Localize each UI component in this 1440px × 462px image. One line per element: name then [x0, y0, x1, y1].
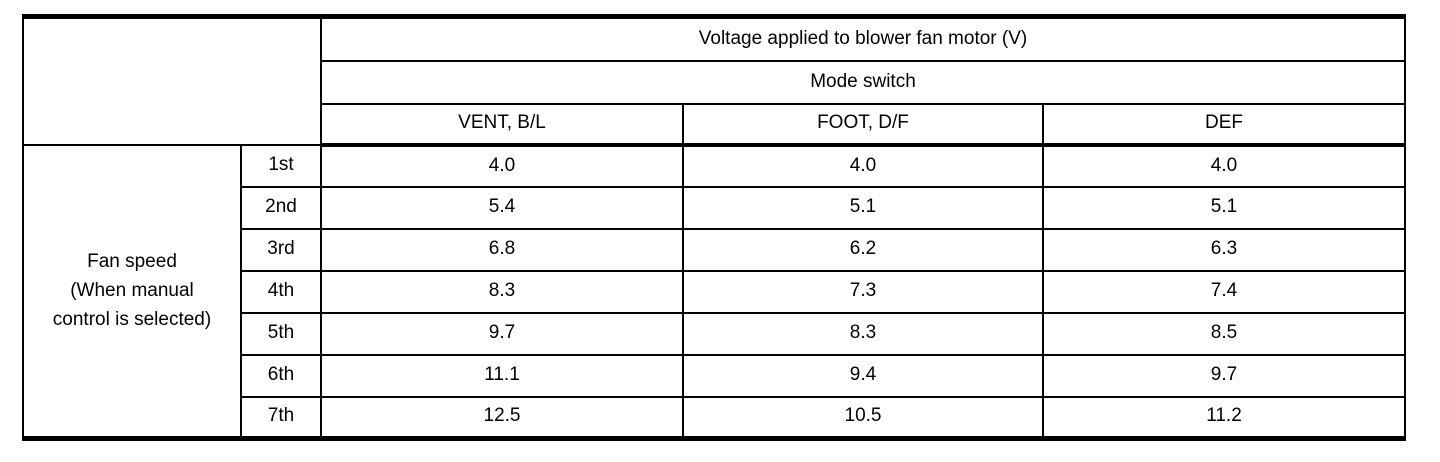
group-label-line: control is selected) [52, 309, 212, 331]
column-header-def: DEF [1042, 102, 1406, 147]
fan-speed-label-5th: 5th [240, 311, 322, 356]
voltage-value: 9.7 [1042, 353, 1406, 398]
corner-blank-cell [22, 15, 322, 146]
voltage-value: 11.1 [320, 353, 684, 398]
group-label-line: Fan speed [87, 251, 177, 273]
column-header-foot-df: FOOT, D/F [682, 102, 1044, 147]
voltage-value: 4.0 [1042, 143, 1406, 188]
voltage-value: 6.8 [320, 227, 684, 272]
voltage-value: 5.1 [682, 185, 1044, 230]
table-row: 3rd 6.8 6.2 6.3 [23, 227, 1406, 272]
voltage-value: 5.4 [320, 185, 684, 230]
voltage-value: 6.2 [682, 227, 1044, 272]
blower-fan-voltage-table: Voltage applied to blower fan motor (V) … [22, 14, 1406, 441]
fan-speed-label-2nd: 2nd [240, 185, 322, 230]
table-row: 6th 11.1 9.4 9.7 [23, 353, 1406, 398]
voltage-value: 5.1 [1042, 185, 1406, 230]
group-label-line: (When manual [70, 280, 194, 302]
voltage-value: 8.3 [320, 269, 684, 314]
fan-speed-label-6th: 6th [240, 353, 322, 398]
voltage-value: 9.7 [320, 311, 684, 356]
table-row: Fan speed (When manual control is select… [22, 143, 1406, 440]
voltage-value: 11.2 [1042, 395, 1406, 440]
table-row: 7th 12.5 10.5 11.2 [23, 395, 1406, 440]
fan-speed-label-4th: 4th [240, 269, 322, 314]
fan-speed-label-3rd: 3rd [240, 227, 322, 272]
voltage-value: 8.3 [682, 311, 1044, 356]
voltage-value: 4.0 [682, 143, 1044, 188]
fan-speed-label-1st: 1st [240, 143, 322, 188]
voltage-value: 7.4 [1042, 269, 1406, 314]
voltage-value: 9.4 [682, 353, 1044, 398]
mode-switch-header: Mode switch [320, 59, 1406, 105]
voltage-value: 8.5 [1042, 311, 1406, 356]
table-row: 4th 8.3 7.3 7.4 [23, 269, 1406, 314]
voltage-value: 4.0 [320, 143, 684, 188]
row-group-label-fan-speed: Fan speed (When manual control is select… [22, 143, 242, 440]
voltage-value: 12.5 [320, 395, 684, 440]
fan-speed-label-7th: 7th [240, 395, 322, 440]
voltage-value: 10.5 [682, 395, 1044, 440]
table-title: Voltage applied to blower fan motor (V) [320, 15, 1406, 62]
column-header-vent-bl: VENT, B/L [320, 102, 684, 147]
voltage-value: 6.3 [1042, 227, 1406, 272]
table-row: 5th 9.7 8.3 8.5 [23, 311, 1406, 356]
voltage-value: 7.3 [682, 269, 1044, 314]
table-row: 2nd 5.4 5.1 5.1 [23, 185, 1406, 230]
